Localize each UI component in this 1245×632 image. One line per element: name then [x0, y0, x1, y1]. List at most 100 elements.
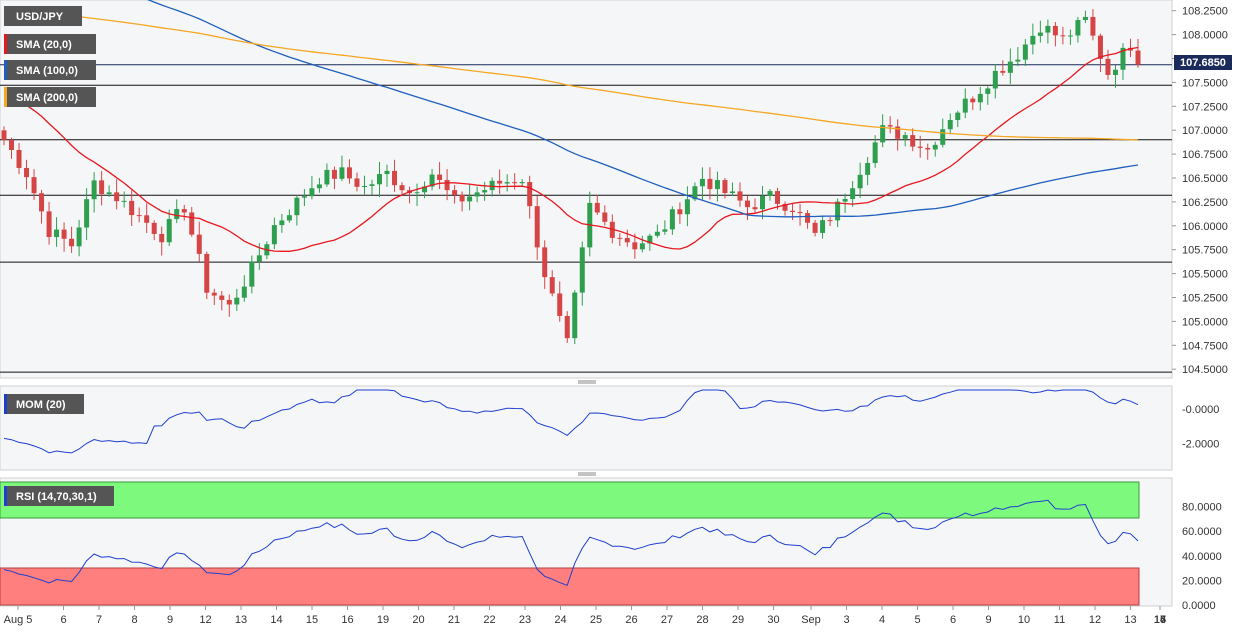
candle-body	[684, 199, 690, 215]
candle-body	[16, 149, 22, 168]
candle-body	[1060, 35, 1066, 37]
candle-body	[790, 210, 796, 212]
candle-body	[504, 182, 510, 184]
candle-body	[129, 200, 135, 216]
time-tick-label: 13	[235, 614, 247, 626]
candle-body	[534, 206, 540, 248]
time-tick-label: 27	[661, 614, 673, 626]
candle-body	[166, 219, 172, 243]
symbol-label: USD/JPY	[16, 11, 64, 23]
price-tick-label: 107.0000	[1182, 125, 1228, 137]
time-tick-label: 7	[96, 614, 102, 626]
candle-body	[414, 192, 420, 194]
sma200-label: SMA (200,0)	[16, 92, 78, 104]
candle-body	[1045, 25, 1051, 33]
mom-tag[interactable]: MOM (20)	[4, 394, 84, 414]
time-tick-label: 26	[625, 614, 637, 626]
candle-body	[1120, 47, 1126, 70]
candle-body	[579, 247, 585, 293]
time-tick-label: 9	[167, 614, 173, 626]
time-tick-label: 14	[1154, 614, 1166, 626]
rsi-tick-label: 40.0000	[1182, 551, 1222, 563]
sma200-tag[interactable]: SMA (200,0)	[4, 87, 96, 107]
candle-body	[309, 188, 315, 197]
time-tick-label: 17	[1154, 614, 1166, 626]
rsi-tag[interactable]: RSI (14,70,30,1)	[4, 486, 114, 506]
rsi-tick-label: 20.0000	[1182, 575, 1222, 587]
candle-body	[204, 253, 210, 293]
candle-body	[151, 222, 157, 234]
symbol-tag[interactable]: USD/JPY	[4, 6, 82, 26]
candle-body	[106, 192, 112, 195]
candle-body	[805, 213, 811, 223]
rsi-oversold-zone	[0, 567, 1140, 606]
candle-body	[444, 180, 450, 191]
panel-resize-grip[interactable]	[578, 472, 596, 476]
sma100-label: SMA (100,0)	[16, 65, 78, 77]
candle-body	[301, 196, 307, 198]
candle-body	[392, 170, 398, 186]
candle-body	[542, 247, 548, 278]
candle-body	[707, 178, 713, 190]
candle-body	[639, 243, 645, 250]
candle-body	[1052, 25, 1058, 36]
candle-body	[617, 237, 623, 239]
candle-body	[294, 197, 300, 216]
candle-body	[196, 234, 202, 254]
time-tick-label: 8	[131, 614, 137, 626]
price-tick-label: 105.7500	[1182, 245, 1228, 257]
candle-body	[174, 209, 180, 220]
candle-body	[820, 220, 826, 233]
candle-body	[339, 167, 345, 179]
time-tick-label: 12	[1089, 614, 1101, 626]
candle-body	[722, 180, 728, 194]
rsi-overbought-zone	[0, 481, 1140, 519]
candle-body	[331, 169, 337, 179]
candle-body	[662, 229, 668, 232]
time-tick-label: 9	[985, 614, 991, 626]
candle-body	[880, 125, 886, 143]
time-tick-label: 15	[306, 614, 318, 626]
candle-body	[69, 238, 75, 247]
time-tick-label: 28	[696, 614, 708, 626]
candle-body	[1015, 59, 1021, 62]
candle-body	[857, 174, 863, 189]
time-tick-label: 12	[199, 614, 211, 626]
candle-body	[812, 222, 818, 233]
candle-body	[714, 180, 720, 190]
momentum-panel	[0, 385, 1173, 471]
time-tick-label: 4	[879, 614, 885, 626]
candle-body	[654, 231, 660, 236]
candle-body	[925, 147, 931, 150]
candle-body	[677, 209, 683, 215]
candle-body	[226, 299, 232, 305]
candle-body	[271, 225, 277, 245]
candle-body	[189, 212, 195, 235]
rsi-tick-label: 80.0000	[1182, 502, 1222, 514]
time-tick-label: 6	[60, 614, 66, 626]
candle-body	[24, 167, 30, 178]
candle-body	[249, 261, 255, 287]
candle-body	[459, 194, 465, 202]
candle-body	[970, 98, 976, 103]
current-price-value: 107.6850	[1180, 57, 1226, 69]
candle-body	[887, 125, 893, 127]
candle-body	[1000, 70, 1006, 73]
sma100-tag[interactable]: SMA (100,0)	[4, 60, 96, 80]
candle-body	[316, 184, 322, 189]
candle-body	[1030, 35, 1036, 45]
candle-body	[84, 199, 90, 228]
candle-body	[947, 119, 953, 130]
time-tick-label: 11	[1054, 614, 1065, 626]
sma20-tag[interactable]: SMA (20,0)	[4, 34, 96, 54]
candle-body	[669, 209, 675, 230]
candle-body	[527, 182, 533, 207]
price-tick-label: 106.0000	[1182, 221, 1228, 233]
candle-body	[624, 238, 630, 243]
candle-body	[384, 170, 390, 175]
candle-body	[767, 191, 773, 196]
candle-body	[474, 192, 480, 197]
panel-resize-grip[interactable]	[578, 380, 596, 384]
candle-body	[1112, 69, 1118, 75]
